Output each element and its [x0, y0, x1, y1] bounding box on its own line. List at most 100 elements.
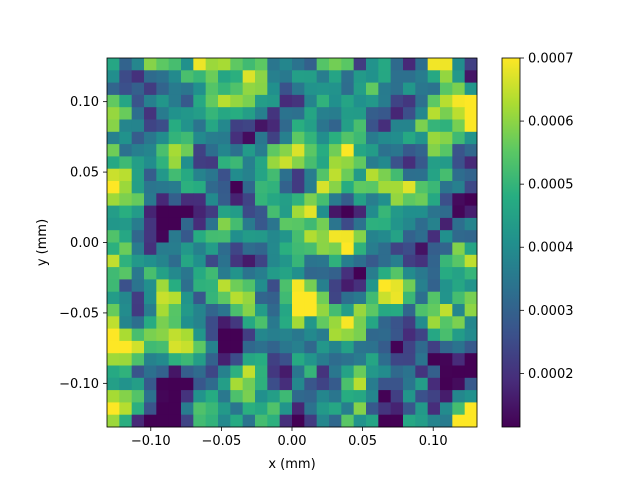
heatmap-cell [415, 291, 429, 305]
heatmap-cell [168, 279, 182, 293]
heatmap-cell [156, 242, 170, 256]
heatmap-cell [279, 279, 293, 293]
heatmap-cell [341, 402, 355, 416]
heatmap-cell [329, 156, 342, 170]
heatmap-cell [156, 230, 170, 243]
heatmap-cell [292, 181, 305, 194]
heatmap-cell [181, 181, 194, 194]
heatmap-cell [267, 181, 281, 194]
heatmap-cell [353, 82, 367, 96]
heatmap-cell [304, 353, 318, 366]
heatmap-cell [230, 316, 244, 329]
heatmap-cell [304, 119, 318, 133]
heatmap-cell [267, 119, 281, 133]
heatmap-cell [168, 217, 182, 231]
heatmap-cell [304, 82, 318, 96]
heatmap-cell [267, 377, 281, 391]
heatmap-cell [353, 267, 367, 280]
heatmap-cell [119, 254, 133, 268]
heatmap-cell [255, 58, 268, 71]
heatmap-cell [353, 365, 367, 379]
heatmap-cell [390, 402, 404, 416]
heatmap-cell [144, 131, 157, 145]
heatmap-cell [255, 365, 268, 379]
heatmap-cell [230, 279, 244, 293]
heatmap-cell [415, 119, 429, 133]
heatmap-cell [292, 377, 305, 391]
heatmap-cell [193, 316, 207, 329]
heatmap-cell [427, 70, 441, 83]
heatmap-cell [230, 291, 244, 305]
heatmap-cell [144, 205, 157, 219]
heatmap-cell [119, 279, 133, 293]
heatmap-cell [156, 94, 170, 108]
heatmap-cell [452, 70, 466, 83]
heatmap-cell [144, 414, 157, 428]
heatmap-cell [205, 144, 219, 157]
heatmap-cell [255, 316, 268, 329]
heatmap-cell [353, 328, 367, 342]
heatmap-cell [279, 156, 293, 170]
heatmap-cell [156, 414, 170, 428]
heatmap-cell [452, 131, 466, 145]
heatmap-cell [144, 279, 157, 293]
colorbar-ticks: 0.0002 0.0003 0.0004 0.0005 0.0006 0.0007 [520, 52, 574, 382]
heatmap-cell [168, 58, 182, 71]
heatmap-cell [329, 267, 342, 280]
heatmap-cell [378, 144, 392, 157]
heatmap-cell [452, 181, 466, 194]
heatmap-cell [242, 131, 256, 145]
y-tick-label: −0.10 [59, 377, 99, 392]
heatmap-cell [193, 230, 207, 243]
heatmap-cell [230, 242, 244, 256]
heatmap-cell [329, 377, 342, 391]
heatmap-cell [181, 82, 194, 96]
heatmap-cell [119, 58, 133, 71]
heatmap-cell [230, 402, 244, 416]
heatmap-cell [218, 70, 231, 83]
heatmap-cell [440, 353, 453, 366]
heatmap-cell [119, 144, 133, 157]
heatmap-cell [440, 242, 453, 256]
heatmap-cell [205, 377, 219, 391]
heatmap-cell [464, 304, 478, 317]
heatmap-cell [316, 291, 330, 305]
heatmap-cell [378, 230, 392, 243]
heatmap-cell [415, 181, 429, 194]
heatmap-cell [156, 205, 170, 219]
heatmap-cell [193, 402, 207, 416]
heatmap-cell [427, 402, 441, 416]
heatmap-cell [144, 242, 157, 256]
heatmap-cell [205, 193, 219, 206]
heatmap-cell [168, 242, 182, 256]
heatmap-cell [341, 353, 355, 366]
heatmap-cell [144, 107, 157, 120]
heatmap-cell [353, 181, 367, 194]
heatmap-cell [378, 94, 392, 108]
heatmap-cell [452, 168, 466, 182]
heatmap-cell [452, 279, 466, 293]
heatmap-cell [403, 390, 416, 403]
heatmap-cell [378, 279, 392, 293]
heatmap-cell [353, 279, 367, 293]
heatmap-cell [341, 291, 355, 305]
heatmap-cell [366, 193, 379, 206]
heatmap-cell [168, 353, 182, 366]
heatmap-cell [205, 291, 219, 305]
heatmap-cell [304, 267, 318, 280]
heatmap-cell [279, 193, 293, 206]
heatmap-cell [427, 365, 441, 379]
heatmap-cell [267, 304, 281, 317]
heatmap-cell [464, 217, 478, 231]
heatmap-cell [316, 390, 330, 403]
heatmap-cell [464, 365, 478, 379]
heatmap-cell [193, 119, 207, 133]
heatmap-cell [366, 107, 379, 120]
x-tick-label: 0.10 [419, 434, 448, 449]
heatmap-cell [230, 168, 244, 182]
heatmap-cell [464, 144, 478, 157]
heatmap-cell [181, 144, 194, 157]
heatmap-cell [168, 181, 182, 194]
heatmap-cell [119, 390, 133, 403]
heatmap-cell [279, 242, 293, 256]
